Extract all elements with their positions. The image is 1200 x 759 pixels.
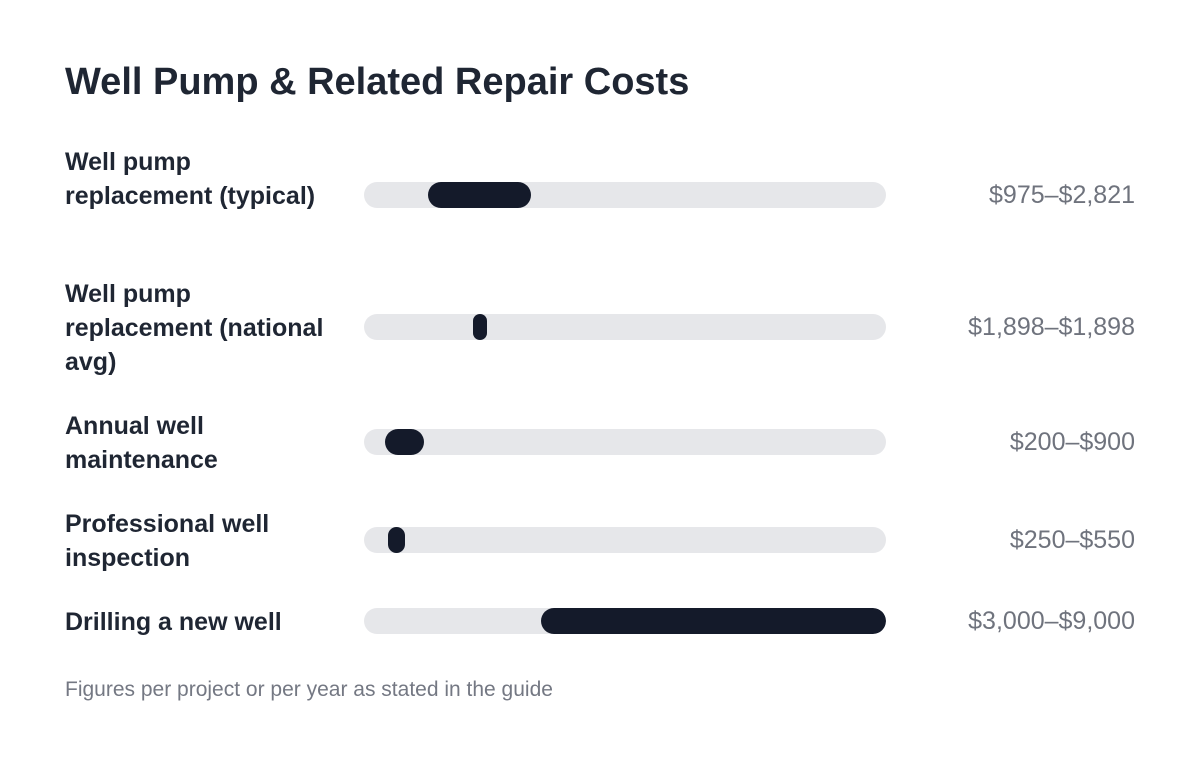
range-bar	[472, 314, 487, 340]
category-label: Annual well maintenance	[65, 412, 218, 474]
category-label: Well pump replacement (national avg)	[65, 280, 324, 376]
range-track	[364, 608, 886, 634]
category-label: Well pump replacement (typical)	[65, 148, 316, 210]
range-track	[364, 182, 886, 208]
range-track	[364, 429, 886, 455]
range-bar	[541, 608, 886, 634]
range-track	[364, 314, 886, 340]
range-value-label: $200–$900	[1009, 428, 1135, 456]
category-label: Professional well inspection	[65, 510, 270, 572]
category-label: Drilling a new well	[65, 608, 282, 636]
range-value-label: $975–$2,821	[989, 181, 1135, 209]
range-value-label: $250–$550	[1009, 526, 1135, 554]
footnote: Figures per project or per year as state…	[65, 678, 553, 701]
range-bar	[385, 429, 425, 455]
range-bar	[387, 527, 405, 553]
range-track	[364, 527, 886, 553]
range-bar	[428, 182, 532, 208]
range-value-label: $1,898–$1,898	[968, 313, 1135, 341]
range-value-label: $3,000–$9,000	[968, 607, 1135, 635]
chart-title: Well Pump & Related Repair Costs	[65, 61, 690, 103]
